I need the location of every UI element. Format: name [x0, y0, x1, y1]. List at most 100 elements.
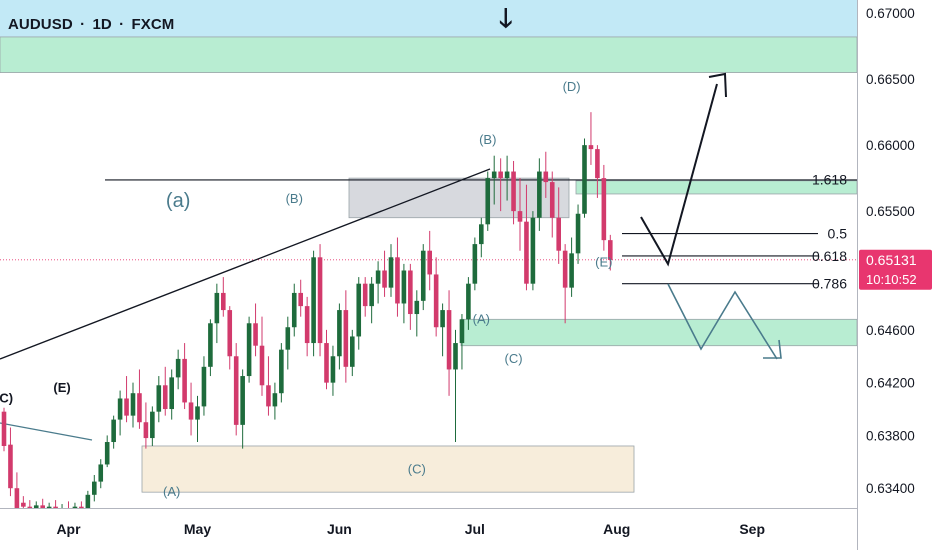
lines-layer [0, 72, 857, 441]
gray-zone-b [348, 177, 570, 219]
candle-body [569, 253, 574, 288]
candle-body [227, 310, 233, 357]
candle-body [504, 171, 510, 179]
candle-body [356, 283, 362, 337]
candle-body [350, 336, 355, 367]
candle-body [266, 385, 271, 407]
y-tick-label: 0.64200 [866, 376, 915, 391]
arrow-up-icon [708, 72, 727, 98]
y-tick-label: 0.66500 [866, 72, 915, 87]
wave-label: (D) [563, 79, 581, 94]
bullish-projection-path [640, 83, 718, 267]
trendline [0, 168, 491, 360]
candle-body [420, 250, 426, 301]
candle-body [453, 343, 458, 370]
labels-layer: 1.618 0.5 0.618 0.786 (a) (B) (B) (D) (E) (A) (C) (… [0, 79, 847, 499]
candle-body [433, 274, 439, 328]
wave-label: (C) [505, 351, 523, 366]
top-band [0, 0, 857, 37]
x-tick-label: Jun [327, 521, 352, 537]
candle-body [337, 310, 342, 357]
candle-body [601, 178, 607, 241]
symbol-label: AUDUSD [8, 16, 73, 33]
x-tick-label: Apr [56, 521, 81, 537]
candle-body [208, 323, 213, 367]
candle-body [14, 488, 20, 512]
x-tick-label: Sep [739, 521, 765, 537]
candle-body [408, 270, 413, 315]
fib-level-label: 0.618 [812, 248, 847, 264]
wave-label: (B) [286, 191, 303, 206]
candle-body [117, 398, 123, 420]
candle-body [221, 292, 226, 311]
candle-body [479, 224, 484, 245]
x-tick-label: Jul [465, 521, 485, 537]
wave-label: (E) [595, 255, 612, 270]
exchange-label: FXCM [131, 16, 175, 33]
candle-body [582, 145, 587, 214]
candle-body [388, 257, 394, 288]
price-tag [859, 249, 932, 290]
candle-body [21, 502, 26, 507]
timeframe-label[interactable]: 1D [92, 16, 112, 33]
candle-body [195, 406, 200, 420]
wave-label: (a) [166, 190, 190, 212]
candle-body [33, 505, 39, 508]
candle-body [92, 481, 97, 495]
candle-body [537, 171, 542, 218]
bearish-projection-path [667, 283, 778, 360]
countdown-label: 10:10:52 [866, 272, 917, 287]
arrow-down-right-icon [763, 339, 782, 359]
candle-body [362, 283, 368, 307]
e-wave-line [0, 422, 93, 441]
candle-body [259, 345, 265, 386]
candle-body [272, 393, 278, 407]
candle-body [137, 393, 142, 423]
candle-body [169, 377, 174, 410]
wave-label: (B) [479, 132, 496, 147]
candle-body [188, 402, 194, 420]
candle-body [233, 356, 239, 425]
last-price-label: 0.65131 [866, 252, 917, 268]
candle-body [98, 464, 104, 482]
candle-body [343, 310, 349, 367]
green-zone-a [460, 318, 858, 347]
wave-label: (A) [473, 311, 490, 326]
x-tick-label: Aug [603, 521, 630, 537]
candle-body [201, 366, 207, 407]
candle-body [588, 145, 594, 150]
green-zone-top [0, 36, 858, 73]
candle-body [156, 385, 162, 412]
candle-body [104, 442, 110, 465]
candle-body [414, 300, 420, 315]
wave-label: (C) [408, 462, 426, 477]
candle-body [175, 358, 181, 378]
wave-label: (C) [0, 390, 13, 405]
wave-label: (E) [53, 380, 70, 395]
candle-body [182, 358, 187, 403]
title-separator: · [119, 16, 125, 33]
candle-body [143, 422, 149, 439]
title-separator: · [80, 16, 86, 33]
candle-body [285, 327, 291, 350]
candle-body [324, 343, 329, 383]
candle-body [124, 398, 129, 416]
candle-body [446, 310, 452, 370]
candle-body [608, 240, 613, 260]
candle-body [466, 283, 471, 320]
candle-body [246, 323, 252, 377]
candle-body [253, 323, 258, 346]
candle-body [304, 306, 310, 344]
candle-body [162, 385, 168, 410]
candle-body [511, 171, 516, 212]
y-tick-label: 0.66000 [866, 138, 915, 153]
candle-body [311, 257, 316, 344]
y-tick-label: 0.64600 [866, 323, 915, 338]
candle-body [530, 217, 536, 284]
candle-body [214, 292, 220, 324]
candle-body [485, 178, 491, 225]
candle-body [298, 292, 303, 307]
arrow-down-icon: 🡓 [499, 4, 513, 34]
